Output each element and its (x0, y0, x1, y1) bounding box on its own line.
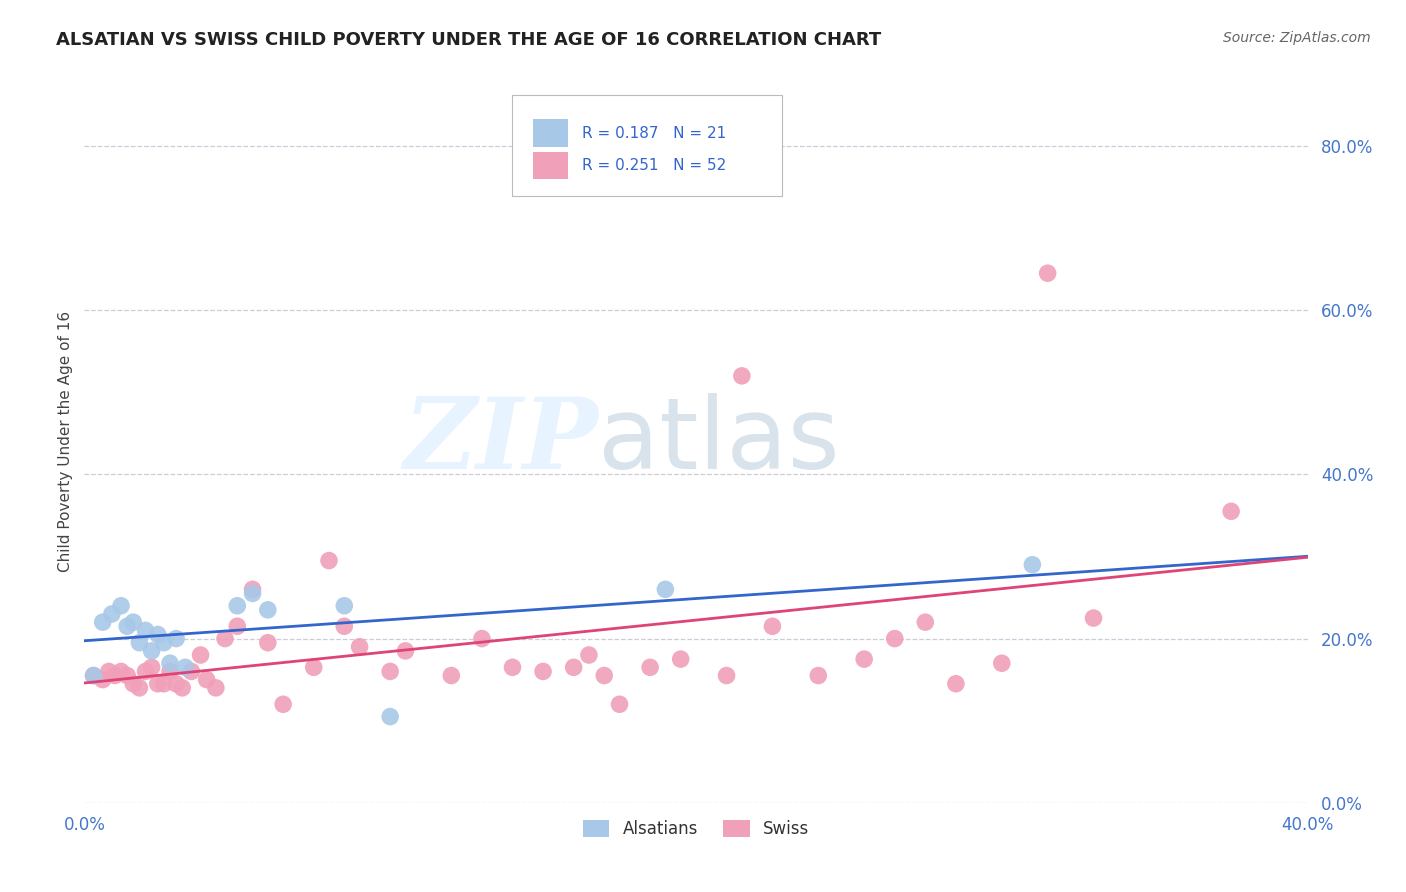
Point (190, 648, 212, 662)
Point (141, 644, 163, 658)
Point (83, 668, 105, 682)
Point (91, 673, 114, 687)
Point (914, 615, 936, 630)
Bar (533, 120, 568, 147)
Point (654, 582, 676, 597)
Point (159, 657, 181, 671)
Point (165, 677, 187, 691)
Point (731, 368, 754, 383)
Legend: Alsatians, Swiss: Alsatians, Swiss (576, 814, 815, 845)
Text: R = 0.187   N = 21: R = 0.187 N = 21 (582, 126, 727, 141)
Point (593, 668, 616, 682)
Point (205, 681, 228, 695)
Point (226, 599, 249, 613)
Point (174, 660, 197, 674)
Point (562, 660, 585, 674)
Point (180, 665, 202, 679)
Point (1220, 504, 1243, 518)
Point (115, 668, 138, 682)
Point (349, 640, 371, 654)
Point (333, 619, 356, 633)
Point (1036, 266, 1059, 280)
Point (135, 624, 157, 638)
Text: R = 0.251   N = 52: R = 0.251 N = 52 (582, 158, 727, 173)
Point (195, 673, 218, 687)
Point (122, 615, 145, 630)
Point (165, 632, 187, 646)
Point (333, 599, 356, 613)
Bar (533, 152, 568, 179)
Point (502, 660, 524, 674)
Point (761, 619, 783, 633)
Point (104, 668, 127, 682)
Point (242, 586, 264, 600)
Point (101, 607, 124, 621)
Point (226, 619, 249, 633)
Text: ZIP: ZIP (404, 393, 598, 490)
Point (97, 665, 120, 679)
Point (318, 553, 340, 567)
Point (122, 677, 145, 691)
Text: ALSATIAN VS SWISS CHILD POVERTY UNDER THE AGE OF 16 CORRELATION CHART: ALSATIAN VS SWISS CHILD POVERTY UNDER TH… (56, 31, 882, 49)
Point (638, 660, 661, 674)
Point (945, 677, 967, 691)
Point (110, 665, 132, 679)
Point (257, 603, 280, 617)
Point (128, 636, 150, 650)
Point (153, 636, 176, 650)
Point (578, 648, 600, 662)
Point (135, 665, 157, 679)
Point (853, 652, 876, 666)
FancyBboxPatch shape (513, 95, 782, 196)
Point (128, 681, 150, 695)
Point (141, 660, 163, 674)
Point (380, 709, 402, 723)
Point (531, 665, 554, 679)
Point (807, 668, 830, 682)
Point (242, 582, 264, 597)
Point (83, 668, 105, 682)
Point (716, 668, 738, 682)
Y-axis label: Child Poverty Under the Age of 16: Child Poverty Under the Age of 16 (58, 311, 73, 572)
Text: Source: ZipAtlas.com: Source: ZipAtlas.com (1223, 31, 1371, 45)
Point (91, 615, 114, 630)
Point (153, 677, 176, 691)
Point (394, 644, 416, 658)
Text: atlas: atlas (598, 393, 839, 490)
Point (883, 632, 905, 646)
Point (471, 632, 494, 646)
Point (110, 599, 132, 613)
Point (214, 632, 236, 646)
Point (669, 652, 692, 666)
Point (440, 668, 463, 682)
Point (146, 677, 169, 691)
Point (1021, 558, 1043, 572)
Point (302, 660, 325, 674)
Point (159, 665, 181, 679)
Point (115, 619, 138, 633)
Point (991, 657, 1014, 671)
Point (380, 665, 402, 679)
Point (609, 698, 631, 712)
Point (257, 636, 280, 650)
Point (271, 698, 294, 712)
Point (146, 627, 169, 641)
Point (1083, 611, 1105, 625)
Point (172, 681, 194, 695)
